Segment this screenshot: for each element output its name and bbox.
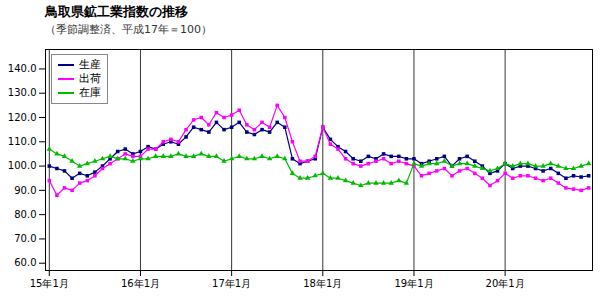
html-text:在庫: 在庫 [79,86,101,99]
svg-text:60.0: 60.0 [14,257,36,268]
html-text:（季節調整済、平成17年＝100）: （季節調整済、平成17年＝100） [45,23,212,36]
svg-text:120.0: 120.0 [8,112,37,123]
svg-text:20年1月: 20年1月 [486,278,525,289]
html-text:生産: 生産 [79,58,101,71]
svg-text:16年1月: 16年1月 [121,278,160,289]
svg-text:140.0: 140.0 [8,63,37,74]
svg-text:18年1月: 18年1月 [303,278,342,289]
svg-text:17年1月: 17年1月 [212,278,251,289]
svg-text:80.0: 80.0 [14,209,36,220]
svg-text:110.0: 110.0 [8,136,37,147]
svg-text:19年1月: 19年1月 [394,278,433,289]
html-text:出荷: 出荷 [79,72,101,85]
svg-text:90.0: 90.0 [14,185,36,196]
svg-text:130.0: 130.0 [8,87,37,98]
svg-text:100.0: 100.0 [8,160,37,171]
html-text:鳥取県鉱工業指数の推移: 鳥取県鉱工業指数の推移 [45,4,188,19]
svg-text:15年1月: 15年1月 [30,278,69,289]
svg-text:70.0: 70.0 [14,233,36,244]
